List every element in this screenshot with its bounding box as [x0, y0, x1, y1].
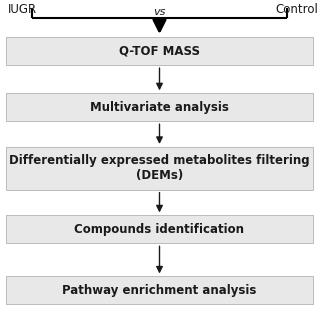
Text: Control: Control [275, 3, 318, 16]
Bar [6, 37, 313, 65]
Text: Q-TOF MASS: Q-TOF MASS [119, 45, 200, 58]
Bar [6, 215, 313, 244]
Text: vs: vs [153, 7, 166, 17]
Text: Differentially expressed metabolites filtering
(DEMs): Differentially expressed metabolites fil… [9, 154, 310, 182]
Text: Pathway enrichment analysis: Pathway enrichment analysis [62, 284, 257, 297]
Bar [6, 147, 313, 190]
Text: IUGR: IUGR [8, 3, 37, 16]
Bar [6, 277, 313, 304]
Text: Multivariate analysis: Multivariate analysis [90, 101, 229, 114]
Text: Compounds identification: Compounds identification [75, 223, 244, 236]
Bar [6, 93, 313, 121]
